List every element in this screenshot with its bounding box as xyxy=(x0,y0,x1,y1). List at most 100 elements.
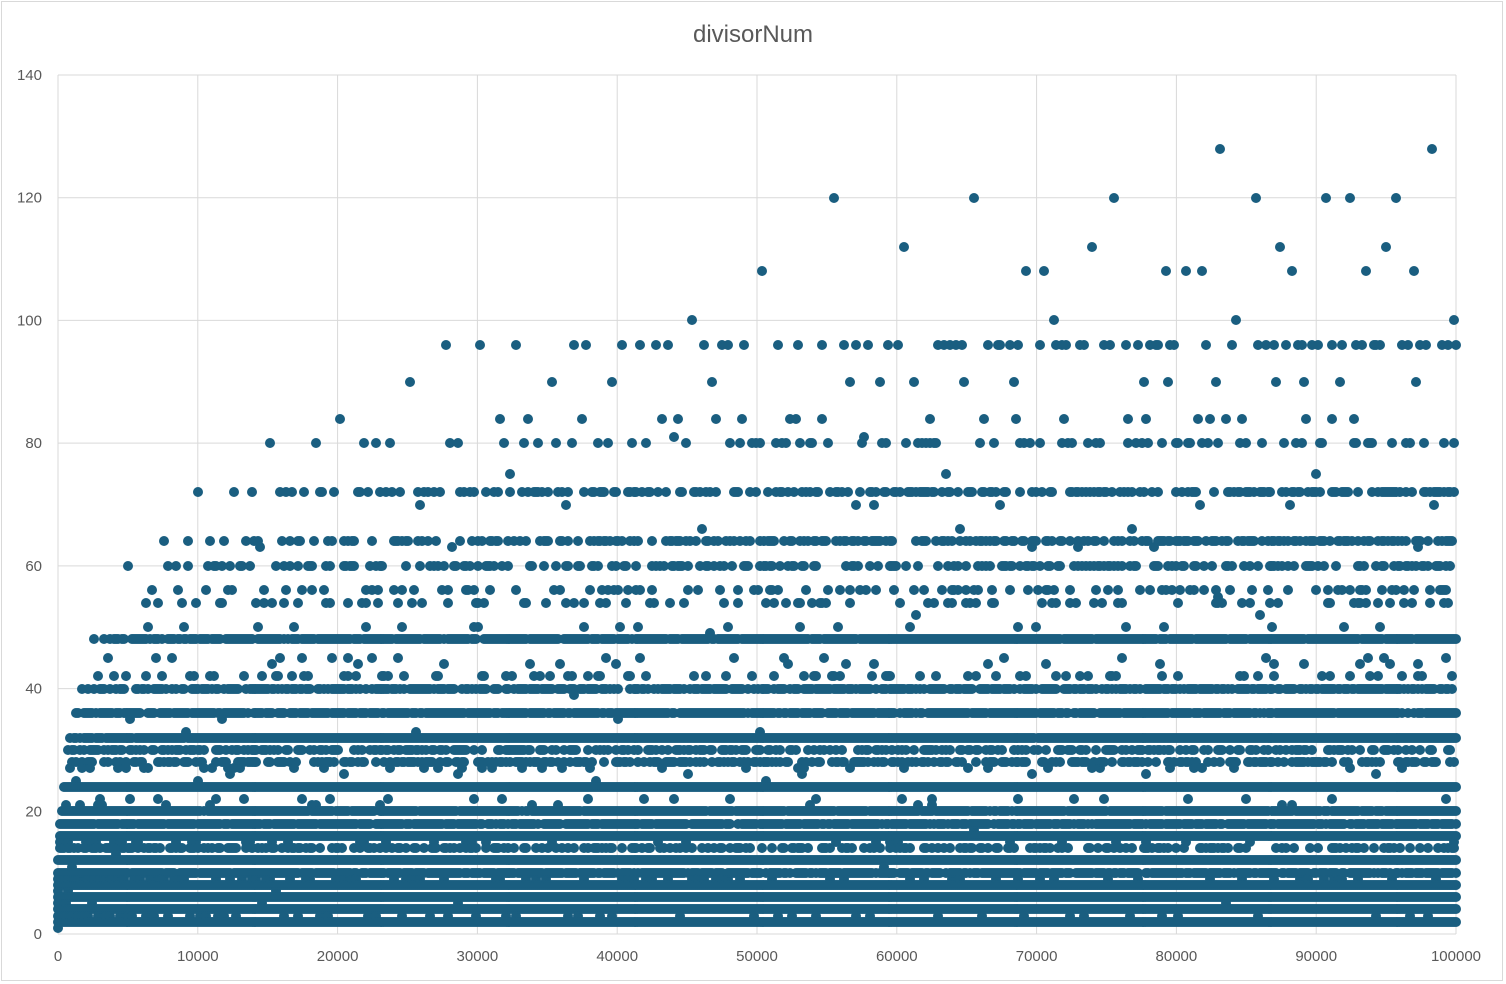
data-point xyxy=(493,536,503,546)
data-point xyxy=(511,340,521,350)
data-point xyxy=(193,487,203,497)
data-point xyxy=(191,598,201,608)
data-point xyxy=(541,598,551,608)
y-tick-label: 0 xyxy=(34,926,42,943)
data-point xyxy=(521,598,531,608)
data-point xyxy=(475,340,485,350)
data-point xyxy=(521,536,531,546)
data-point xyxy=(665,598,675,608)
data-point xyxy=(571,745,581,755)
data-point xyxy=(349,561,359,571)
data-point xyxy=(505,487,515,497)
y-tick-label: 80 xyxy=(25,435,42,452)
data-point xyxy=(497,794,507,804)
data-point xyxy=(289,622,299,632)
data-point xyxy=(189,671,199,681)
data-point xyxy=(431,536,441,546)
data-point xyxy=(351,671,361,681)
data-point xyxy=(551,561,561,571)
data-point xyxy=(303,671,313,681)
data-point xyxy=(377,561,387,571)
data-point xyxy=(205,536,215,546)
data-point xyxy=(125,794,135,804)
y-tick-label: 60 xyxy=(25,558,42,575)
data-point xyxy=(651,340,661,350)
data-point xyxy=(361,598,371,608)
data-point xyxy=(273,671,283,681)
data-point xyxy=(567,671,577,681)
data-point xyxy=(509,843,519,853)
data-point xyxy=(647,585,657,595)
data-point xyxy=(633,745,643,755)
data-point xyxy=(485,585,495,595)
data-point xyxy=(479,598,489,608)
data-point xyxy=(143,763,153,773)
data-point xyxy=(297,585,307,595)
data-point xyxy=(93,671,103,681)
data-point xyxy=(635,653,645,663)
data-point xyxy=(433,671,443,681)
data-point xyxy=(627,438,637,448)
data-point xyxy=(229,487,239,497)
data-point xyxy=(635,340,645,350)
data-point xyxy=(153,598,163,608)
data-point xyxy=(293,561,303,571)
data-point xyxy=(123,561,133,571)
data-point xyxy=(317,487,327,497)
data-point xyxy=(397,622,407,632)
data-point xyxy=(275,653,285,663)
data-point xyxy=(227,585,237,595)
x-tick-label: 30000 xyxy=(457,948,499,965)
data-point xyxy=(253,622,263,632)
x-tick-label: 90000 xyxy=(1295,948,1337,965)
data-point xyxy=(367,536,377,546)
data-point xyxy=(547,377,557,387)
x-tick-label: 100000 xyxy=(1431,948,1481,965)
data-point xyxy=(259,585,269,595)
data-point xyxy=(479,671,489,681)
data-point xyxy=(349,536,359,546)
data-point xyxy=(563,487,573,497)
data-point xyxy=(555,585,565,595)
data-point xyxy=(89,634,99,644)
data-point xyxy=(167,653,177,663)
data-point xyxy=(613,585,623,595)
data-point xyxy=(581,340,591,350)
data-point xyxy=(151,653,161,663)
data-point xyxy=(287,487,297,497)
data-point xyxy=(525,659,535,669)
data-point xyxy=(577,414,587,424)
data-point xyxy=(297,794,307,804)
data-point xyxy=(555,659,565,669)
y-tick-label: 120 xyxy=(17,190,42,207)
data-point xyxy=(647,536,657,546)
x-tick-label: 50000 xyxy=(736,948,778,965)
x-tick-label: 40000 xyxy=(596,948,638,965)
data-point xyxy=(291,757,301,767)
data-point xyxy=(119,684,129,694)
data-point xyxy=(645,843,655,853)
data-point xyxy=(641,671,651,681)
data-point xyxy=(455,536,465,546)
data-point xyxy=(257,671,267,681)
data-point xyxy=(569,598,579,608)
data-point xyxy=(383,794,393,804)
data-point xyxy=(335,414,345,424)
data-point xyxy=(231,843,241,853)
data-point xyxy=(363,487,373,497)
data-point xyxy=(225,561,235,571)
data-point xyxy=(329,757,339,767)
data-point xyxy=(201,585,211,595)
data-point xyxy=(177,598,187,608)
data-point xyxy=(209,671,219,681)
data-point xyxy=(523,414,533,424)
data-point xyxy=(359,438,369,448)
data-point xyxy=(153,794,163,804)
data-point xyxy=(409,585,419,595)
data-point xyxy=(239,794,249,804)
data-point xyxy=(393,653,403,663)
data-point xyxy=(539,561,549,571)
data-point xyxy=(661,487,671,497)
data-point xyxy=(439,561,449,571)
data-point xyxy=(495,414,505,424)
